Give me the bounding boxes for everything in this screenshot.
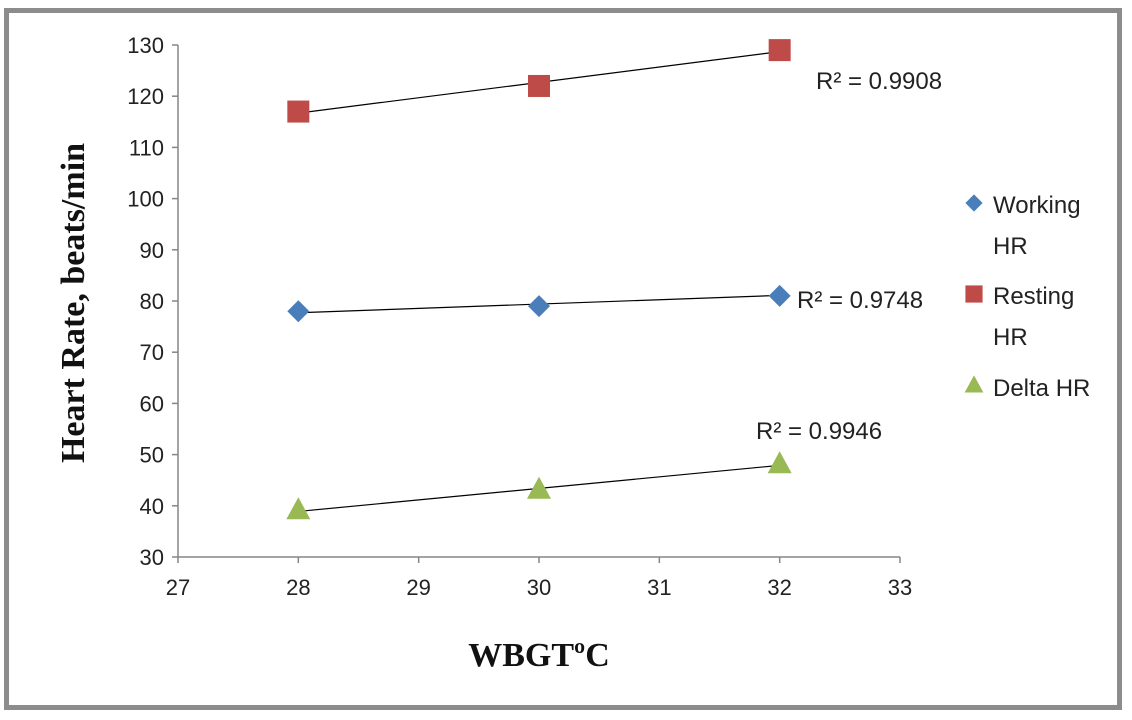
working-hr-point	[528, 295, 550, 318]
x-tick-label: 32	[767, 575, 791, 600]
resting-hr-r2-label: R² = 0.9908	[816, 68, 942, 95]
x-tick-label: 28	[286, 575, 310, 600]
y-tick-label: 130	[127, 33, 164, 58]
y-tick-label: 80	[140, 289, 164, 314]
y-axis-title: Heart Rate, beats/min	[55, 143, 92, 463]
y-tick-label: 110	[129, 135, 164, 160]
working-hr-legend-label: Working	[993, 192, 1081, 219]
chart-frame	[4, 8, 1122, 710]
y-tick-label: 120	[127, 84, 164, 109]
y-tick-label: 60	[140, 391, 164, 416]
delta-hr-point	[767, 451, 792, 474]
x-tick-label: 33	[888, 575, 912, 600]
working-hr-r2-label: R² = 0.9748	[797, 287, 923, 314]
delta-hr-point	[527, 476, 551, 499]
data-points	[286, 39, 792, 520]
resting-hr-point	[287, 100, 310, 123]
y-tick-label: 40	[140, 494, 164, 519]
working-hr-legend-marker	[965, 194, 983, 212]
resting-hr-point	[768, 39, 791, 62]
delta-hr-point	[286, 497, 311, 520]
x-tick-label: 27	[166, 575, 190, 600]
y-tick-label: 90	[140, 238, 164, 263]
resting-hr-legend-label: HR	[993, 324, 1028, 351]
delta-hr-r2-label: R² = 0.9946	[756, 418, 882, 445]
delta-hr-legend-label: Delta HR	[993, 375, 1090, 402]
axes: 30 40 50 60 70 80 90 100 110 120 130 27 28 29 30 31 32 33	[127, 33, 912, 600]
working-hr-point	[287, 300, 310, 323]
annotations: R² = 0.9748 R² = 0.9908 R² = 0.9946	[756, 68, 942, 445]
y-tick-label: 50	[140, 443, 164, 468]
y-tick-label: 100	[127, 187, 164, 212]
resting-hr-legend-label: Resting	[993, 283, 1074, 310]
x-tick-label: 31	[647, 575, 671, 600]
x-tick-label: 29	[406, 575, 430, 600]
resting-hr-legend-marker	[965, 285, 983, 303]
y-tick-label: 30	[140, 545, 164, 570]
resting-hr-point	[528, 74, 550, 97]
x-tick-label: 30	[527, 575, 551, 600]
y-tick-label: 70	[140, 340, 164, 365]
legend: Working HR Resting HR Delta HR	[964, 192, 1090, 402]
x-axis-title: WBGTºC	[468, 637, 610, 674]
delta-hr-legend-marker	[964, 375, 984, 393]
trendlines	[298, 51, 780, 513]
working-hr-point	[768, 284, 791, 307]
working-hr-legend-label: HR	[993, 233, 1028, 260]
